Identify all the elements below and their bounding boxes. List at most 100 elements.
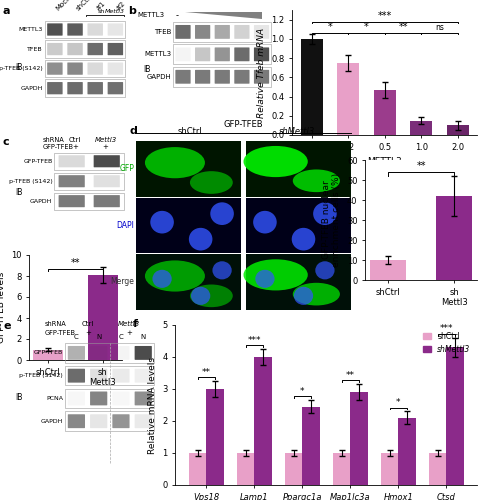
Text: ***: *** xyxy=(439,324,453,334)
Bar xyxy=(333,453,350,485)
FancyBboxPatch shape xyxy=(254,70,269,84)
Bar xyxy=(446,348,464,485)
Text: p-TFEB (S142): p-TFEB (S142) xyxy=(19,373,63,378)
FancyBboxPatch shape xyxy=(134,368,152,382)
Bar xyxy=(45,21,126,38)
Text: Mettl3: Mettl3 xyxy=(118,321,140,327)
FancyBboxPatch shape xyxy=(234,25,249,39)
FancyBboxPatch shape xyxy=(90,368,107,382)
Ellipse shape xyxy=(150,211,174,234)
Bar xyxy=(398,418,415,485)
Text: N: N xyxy=(141,334,146,340)
FancyBboxPatch shape xyxy=(67,62,83,75)
Bar xyxy=(34,350,63,360)
Text: GAPDH: GAPDH xyxy=(30,198,53,203)
Text: ***: *** xyxy=(247,336,261,344)
Text: IB: IB xyxy=(16,393,23,402)
Bar xyxy=(173,67,271,86)
Text: shRNA: shRNA xyxy=(42,136,64,142)
FancyBboxPatch shape xyxy=(68,368,85,382)
Bar xyxy=(436,196,472,280)
FancyBboxPatch shape xyxy=(254,25,269,39)
Text: ***: *** xyxy=(377,10,392,20)
Text: GFP-TFEB: GFP-TFEB xyxy=(42,144,74,150)
Text: shMettl3: shMettl3 xyxy=(279,126,315,136)
Text: METTL3: METTL3 xyxy=(144,52,171,58)
FancyBboxPatch shape xyxy=(47,62,63,75)
Bar xyxy=(245,198,351,254)
Ellipse shape xyxy=(244,146,308,177)
FancyBboxPatch shape xyxy=(175,25,190,39)
FancyBboxPatch shape xyxy=(254,48,269,62)
FancyBboxPatch shape xyxy=(112,368,130,382)
FancyBboxPatch shape xyxy=(88,43,103,55)
Bar xyxy=(429,453,446,485)
FancyBboxPatch shape xyxy=(67,43,83,55)
Text: *: * xyxy=(300,386,304,396)
Bar xyxy=(206,389,224,485)
Legend: shCtrl, shMettl3: shCtrl, shMettl3 xyxy=(420,329,473,357)
FancyBboxPatch shape xyxy=(195,25,210,39)
FancyBboxPatch shape xyxy=(88,62,103,75)
Y-axis label: Relative mRNA levels: Relative mRNA levels xyxy=(148,356,157,454)
Ellipse shape xyxy=(292,228,315,250)
FancyBboxPatch shape xyxy=(234,70,249,84)
FancyBboxPatch shape xyxy=(195,70,210,84)
Bar xyxy=(285,453,302,485)
Text: IB: IB xyxy=(16,188,23,197)
Bar xyxy=(370,260,407,280)
FancyBboxPatch shape xyxy=(90,346,107,360)
Text: GFP-TFEB: GFP-TFEB xyxy=(45,330,76,336)
Text: a: a xyxy=(3,6,10,16)
Text: #1: #1 xyxy=(95,0,107,12)
FancyBboxPatch shape xyxy=(108,24,123,36)
Text: shRNA: shRNA xyxy=(45,321,67,327)
Ellipse shape xyxy=(313,202,337,225)
FancyBboxPatch shape xyxy=(90,414,107,428)
FancyBboxPatch shape xyxy=(94,195,120,207)
Y-axis label: Relative Tfeb mRNA: Relative Tfeb mRNA xyxy=(257,28,266,118)
Bar xyxy=(136,198,242,254)
Bar xyxy=(88,275,117,360)
Text: b: b xyxy=(128,6,136,16)
Text: d: d xyxy=(130,126,138,136)
Bar xyxy=(65,343,154,362)
FancyBboxPatch shape xyxy=(67,24,83,36)
Bar xyxy=(54,192,124,210)
FancyBboxPatch shape xyxy=(108,82,123,94)
Text: METTL3: METTL3 xyxy=(19,27,43,32)
Bar xyxy=(65,388,154,408)
Bar xyxy=(45,60,126,78)
Text: **: ** xyxy=(416,161,426,171)
FancyBboxPatch shape xyxy=(58,195,85,207)
Text: PCNA: PCNA xyxy=(46,396,63,401)
FancyBboxPatch shape xyxy=(195,48,210,62)
Text: DAPI: DAPI xyxy=(116,220,134,230)
Text: f: f xyxy=(133,318,138,328)
Ellipse shape xyxy=(189,228,212,250)
FancyBboxPatch shape xyxy=(175,48,190,62)
Text: p-TFEB (S142): p-TFEB (S142) xyxy=(0,66,43,71)
Bar xyxy=(237,453,254,485)
FancyBboxPatch shape xyxy=(175,70,190,84)
Text: shCtrl: shCtrl xyxy=(178,126,202,136)
Bar xyxy=(189,453,206,485)
FancyBboxPatch shape xyxy=(215,70,230,84)
FancyBboxPatch shape xyxy=(108,43,123,55)
Bar xyxy=(350,392,368,485)
Bar xyxy=(173,44,271,64)
Text: GAPDH: GAPDH xyxy=(41,418,63,424)
Text: IB: IB xyxy=(16,63,23,72)
FancyBboxPatch shape xyxy=(68,414,85,428)
FancyBboxPatch shape xyxy=(108,62,123,75)
Bar xyxy=(45,80,126,97)
Text: **: ** xyxy=(346,370,355,380)
Bar xyxy=(374,90,396,135)
Bar xyxy=(45,40,126,58)
Ellipse shape xyxy=(253,211,277,234)
Text: **: ** xyxy=(71,258,80,268)
Text: Mettl3: Mettl3 xyxy=(94,136,117,142)
Ellipse shape xyxy=(315,262,335,280)
Bar xyxy=(54,152,124,170)
FancyBboxPatch shape xyxy=(58,175,85,188)
